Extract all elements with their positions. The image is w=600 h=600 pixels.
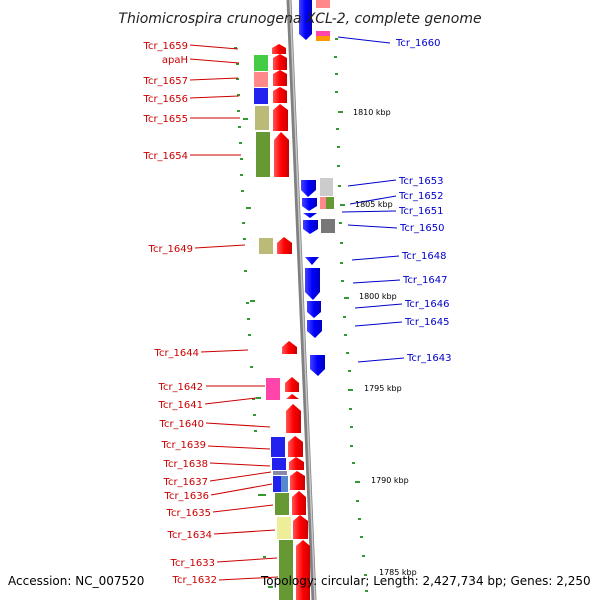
gene-label[interactable]: Tcr_1659 (143, 41, 188, 52)
gene-label[interactable]: Tcr_1654 (143, 151, 188, 162)
accession-text: Accession: NC_007520 (8, 574, 144, 588)
gene-tcr-1643[interactable] (310, 355, 325, 376)
gene-label[interactable]: Tcr_1642 (158, 382, 203, 393)
leader-lines (189, 44, 279, 581)
gene-tcr-1654[interactable] (274, 132, 289, 177)
gene-label[interactable]: Tcr_1636 (164, 491, 209, 502)
gene-tcr-1659[interactable] (272, 44, 286, 54)
scale-label: 1795 kbp (364, 384, 402, 393)
gene-tcr-1652[interactable] (302, 198, 317, 211)
gene-label[interactable]: Tcr_1653 (398, 176, 443, 187)
map-title: Thiomicrospira crunogena XCL-2, complete… (118, 11, 481, 27)
leader-lines-right (337, 36, 405, 363)
gene-label[interactable]: Tcr_1635 (166, 508, 211, 519)
gene-label[interactable]: Tcr_1655 (143, 114, 188, 125)
gene-label[interactable]: Tcr_1638 (163, 459, 208, 470)
gene-label[interactable]: Tcr_1660 (395, 38, 440, 49)
gene-label[interactable]: Tcr_1652 (398, 191, 443, 202)
gene-label[interactable]: Tcr_1641 (158, 400, 203, 411)
gene-label[interactable]: Tcr_1643 (406, 353, 451, 364)
gene-label[interactable]: Tcr_1646 (404, 299, 449, 310)
gene-label[interactable]: Tcr_1656 (143, 94, 188, 105)
gene-tcr-1659-box[interactable] (254, 55, 268, 71)
gene-label[interactable]: Tcr_1649 (148, 244, 193, 255)
gene-tcr-1637[interactable] (290, 471, 305, 490)
gene-tcr-1646[interactable] (307, 301, 321, 318)
gene-tcr-1633[interactable] (296, 540, 310, 600)
gene-tcr-1640[interactable] (286, 404, 301, 433)
gene-tcr-1660[interactable] (299, 0, 312, 40)
gene-label[interactable]: Tcr_1639 (161, 440, 206, 451)
gene-label[interactable]: Tcr_1637 (163, 477, 208, 488)
gene-tcr-1633-box[interactable] (279, 540, 293, 600)
gene-tcr-1656[interactable] (273, 87, 287, 103)
gene-tcr-1638-box[interactable] (272, 458, 286, 470)
gene-tcr-1648[interactable] (305, 257, 319, 265)
forward-genes (254, 44, 310, 600)
scale-label: 1785 kbp (379, 568, 417, 577)
gene-tcr-1655-box[interactable] (255, 106, 269, 130)
gene-tcr-1637-box[interactable] (273, 471, 287, 475)
gene-tcr-1650[interactable] (303, 220, 318, 234)
gene-tcr-1649[interactable] (277, 237, 292, 254)
gene-label[interactable]: Tcr_1648 (401, 251, 446, 262)
scale-labels: 1810 kbp 1805 kbp 1800 kbp 1795 kbp 1790… (353, 108, 417, 577)
gene-label[interactable]: Tcr_1640 (159, 419, 204, 430)
left-gene-labels: Tcr_1659 apaH Tcr_1657 Tcr_1656 Tcr_1655… (143, 41, 217, 586)
gene-tcr-1645[interactable] (307, 320, 322, 338)
gene-tcr-1656-box[interactable] (254, 88, 268, 104)
gene-tcr-1660-box-top[interactable] (316, 0, 330, 8)
gene-tcr-1635-box[interactable] (275, 493, 289, 515)
gene-tcr-1657-box[interactable] (254, 72, 268, 87)
gene-label[interactable]: Tcr_1644 (154, 348, 199, 359)
gene-tcr-1634[interactable] (293, 515, 308, 539)
gene-label[interactable]: Tcr_1657 (143, 76, 188, 87)
gene-tcr-1653[interactable] (301, 180, 316, 197)
gene-tcr-1653-box[interactable] (320, 178, 333, 196)
gene-label[interactable]: Tcr_1647 (402, 275, 447, 286)
gene-tcr-1657[interactable] (273, 70, 287, 86)
gene-tcr-1639-box[interactable] (271, 437, 285, 457)
gene-tcr-1647[interactable] (305, 268, 320, 300)
gene-label[interactable]: Tcr_1650 (399, 223, 444, 234)
topology-text: Topology: circular; Length: 2,427,734 bp… (260, 574, 591, 588)
gene-tcr-1655[interactable] (273, 104, 288, 131)
gene-label[interactable]: Tcr_1651 (398, 206, 443, 217)
scale-label: 1790 kbp (371, 476, 409, 485)
gene-tcr-1649-box[interactable] (259, 238, 273, 254)
gene-tcr-1639[interactable] (288, 436, 303, 457)
scale-label: 1800 kbp (359, 292, 397, 301)
gene-tcr-1641-box[interactable] (266, 394, 280, 400)
gene-label[interactable]: Tcr_1634 (167, 530, 212, 541)
scale-label: 1805 kbp (355, 200, 393, 209)
gene-tcr-1635[interactable] (292, 491, 306, 515)
gene-tcr-1660-box[interactable] (316, 31, 330, 36)
gene-tcr-1654-box[interactable] (256, 132, 270, 177)
backbone (286, 0, 317, 600)
gene-label[interactable]: apaH (162, 55, 188, 66)
gene-tcr-1651[interactable] (303, 213, 317, 218)
gene-tcr-1638[interactable] (289, 457, 304, 470)
gene-tcr-1634-box[interactable] (277, 517, 291, 539)
scale-ticks (234, 38, 368, 592)
gene-apah[interactable] (273, 54, 287, 70)
gene-tcr-1642-box[interactable] (266, 378, 280, 394)
right-gene-labels: Tcr_1660 Tcr_1653 Tcr_1652 Tcr_1651 Tcr_… (395, 38, 451, 364)
gene-tcr-1650-box[interactable] (321, 219, 335, 233)
gene-label[interactable]: Tcr_1632 (172, 575, 217, 586)
reverse-genes (299, 0, 335, 376)
gene-label[interactable]: Tcr_1633 (170, 558, 215, 569)
gene-tcr-1642[interactable] (285, 377, 299, 392)
scale-label: 1810 kbp (353, 108, 391, 117)
gene-tcr-1641[interactable] (286, 394, 299, 399)
gene-label[interactable]: Tcr_1645 (404, 317, 449, 328)
gene-tcr-1644[interactable] (282, 341, 297, 354)
gene-tcr-1652-box[interactable] (320, 197, 326, 209)
